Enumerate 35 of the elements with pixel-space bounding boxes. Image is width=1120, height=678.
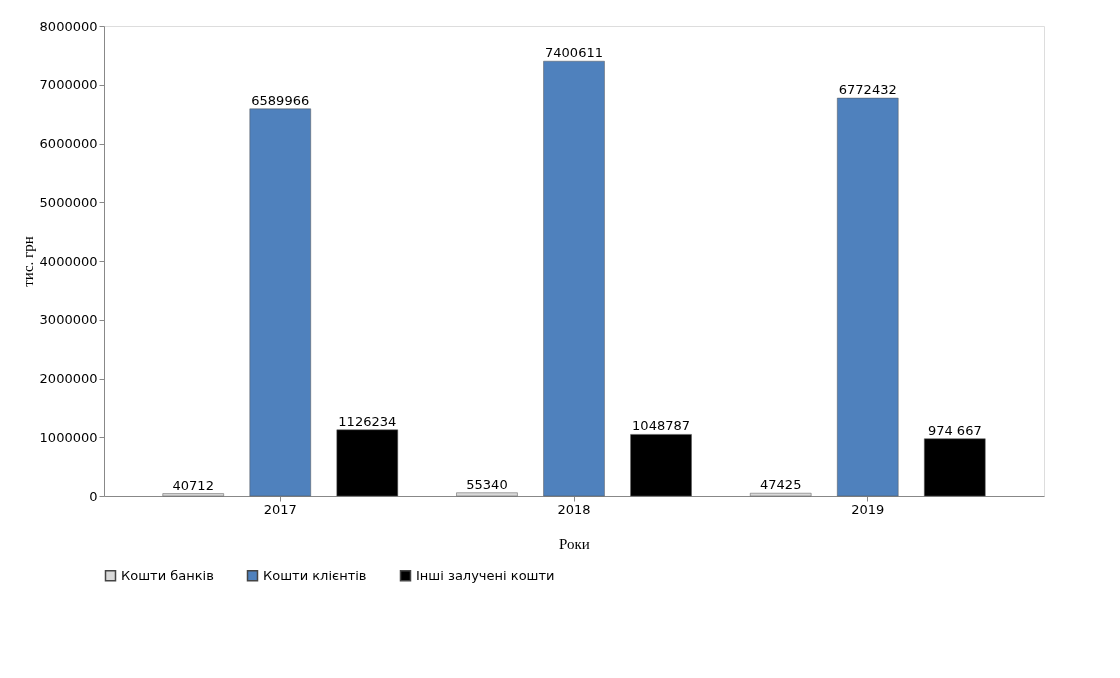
x-tick-label: 2019 [851, 501, 885, 517]
bar [336, 429, 398, 497]
y-tick-label: 5000000 [39, 194, 98, 210]
data-label: 55340 [466, 476, 508, 492]
bar [750, 492, 812, 497]
y-tick-label: 6000000 [39, 136, 98, 151]
y-tick-label: 7000000 [39, 77, 98, 93]
x-axis-title: Роки [559, 535, 590, 552]
y-tick-label: 3000000 [39, 312, 98, 328]
x-tick-label: 2017 [263, 501, 297, 517]
legend-label: Інші залучені кошти [416, 567, 555, 583]
x-tick-label: 2018 [557, 501, 591, 517]
legend-label: Кошти клієнтів [263, 567, 367, 583]
bar [249, 108, 311, 497]
y-tick-label: 1000000 [39, 429, 98, 445]
data-label: 7400611 [545, 45, 603, 61]
data-label: 1126234 [338, 413, 397, 429]
bar [924, 438, 986, 497]
data-label: 40712 [172, 477, 214, 493]
bar [162, 493, 224, 497]
legend-label: Кошти банків [121, 567, 214, 583]
bar [456, 492, 518, 497]
y-axis-title: тис. грн [19, 236, 36, 287]
data-label: 6589966 [251, 92, 310, 108]
bar [543, 60, 605, 497]
bar [630, 434, 692, 497]
y-tick-label: 2000000 [39, 371, 98, 386]
data-label: 47425 [760, 477, 802, 493]
data-label: 6772432 [838, 82, 897, 98]
data-label: 974 667 [927, 422, 982, 438]
data-label: 1048787 [632, 418, 690, 434]
y-tick-label: 8000000 [39, 18, 98, 34]
bar [837, 97, 899, 497]
y-tick-label: 4000000 [39, 253, 98, 269]
y-tick-label: 0 [89, 488, 98, 504]
